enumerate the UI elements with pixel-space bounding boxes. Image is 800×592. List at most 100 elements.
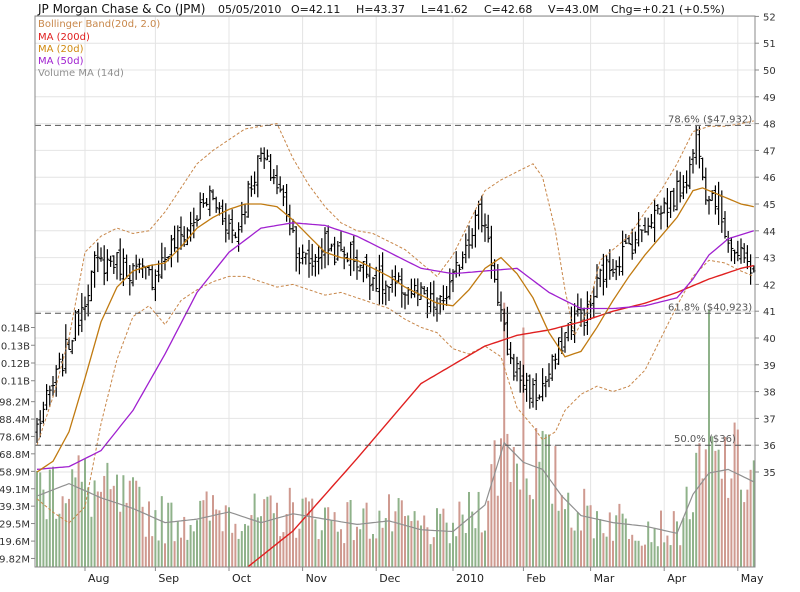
price-bar [115, 252, 119, 280]
price-bar [521, 364, 526, 393]
fib-level-label: 78.6% ($47.932) [668, 114, 752, 125]
volume-bar [356, 526, 358, 567]
volume-bar [324, 507, 326, 567]
price-bar [83, 296, 87, 321]
volume-bar [426, 527, 429, 567]
price-bar [47, 385, 52, 407]
price-bar [399, 268, 404, 308]
price-bar [262, 147, 267, 169]
price-bar [691, 149, 695, 174]
price-bar [246, 180, 251, 218]
price-tick-label: 52 [763, 12, 776, 23]
volume-bar [202, 500, 205, 567]
price-tick-label: 47 [763, 146, 776, 157]
price-bar [185, 227, 190, 246]
price-bar [483, 213, 487, 242]
volume-bar [288, 487, 291, 567]
volume-bar [586, 505, 589, 567]
price-bar [143, 265, 148, 280]
volume-bar [100, 491, 102, 567]
price-bar [463, 233, 468, 264]
volume-bar [496, 495, 499, 567]
price-bar [662, 197, 667, 214]
volume-bar [375, 538, 378, 567]
date-readout: 05/05/2010 [218, 3, 281, 16]
price-bar [127, 265, 132, 296]
price-bar [502, 308, 507, 332]
volume-bar [368, 538, 371, 567]
price-bar [201, 193, 206, 208]
price-bar [598, 268, 603, 288]
price-bar [550, 354, 555, 381]
price-bar [377, 254, 382, 305]
volume-tick-label: 0.13B [1, 341, 30, 352]
price-tick-label: 41 [763, 307, 776, 318]
volume-bar [560, 495, 563, 567]
volume-bar [516, 463, 518, 567]
volume-bar [407, 515, 410, 567]
price-bar [543, 376, 548, 398]
price-bar [358, 264, 363, 272]
price-bar [412, 278, 417, 298]
volume-ma-line [36, 441, 755, 534]
open-readout: O=42.11 [291, 3, 340, 16]
volume-bar [327, 507, 330, 567]
price-bar [345, 252, 350, 263]
volume-bar [218, 510, 221, 567]
volume-bar [490, 464, 493, 567]
price-bar [118, 238, 123, 281]
price-bar [111, 255, 116, 274]
volume-bar [493, 440, 496, 567]
volume-bar [55, 518, 58, 567]
volume-tick-label: 0.14B [1, 324, 30, 335]
price-bar [175, 225, 180, 263]
x-tick-label: May [741, 572, 764, 585]
price-bar [361, 260, 366, 283]
volume-tick-label: 9.82M [0, 554, 30, 565]
volume-bar [128, 480, 131, 567]
price-bar [291, 218, 295, 233]
volume-bar [724, 436, 726, 567]
volume-bar [624, 518, 627, 567]
volume-bar [269, 495, 272, 567]
price-bar [723, 211, 727, 239]
volume-bar [733, 422, 736, 567]
price-bar [51, 376, 55, 397]
volume-bar [576, 512, 579, 567]
volume-bar [384, 518, 387, 567]
price-bar [303, 252, 308, 265]
high-readout: H=43.37 [356, 3, 405, 16]
price-bar [499, 291, 503, 322]
price-bar [601, 253, 606, 296]
price-bar [236, 222, 241, 252]
volume-bar [570, 527, 573, 567]
price-bar [383, 280, 388, 306]
price-bar [390, 269, 395, 293]
volume-bar [615, 515, 618, 567]
volume-bar [317, 539, 320, 567]
volume-bar [256, 517, 259, 567]
volume-bar [548, 434, 550, 567]
volume-bar [298, 528, 301, 567]
volume-bar [109, 489, 112, 567]
legend-ma-50: MA (50d) [38, 56, 84, 67]
volume-bar [410, 521, 413, 567]
volume-tick-label: 39.3M [0, 502, 30, 513]
price-bar [547, 363, 551, 388]
volume-bar [528, 494, 531, 567]
volume-bar [266, 496, 269, 567]
volume-bar [583, 488, 586, 567]
price-bar [134, 254, 139, 280]
price-tick-label: 43 [763, 254, 776, 265]
price-bar [563, 332, 567, 353]
price-bar [294, 226, 299, 272]
volume-bar [167, 502, 170, 567]
volume-bar [416, 520, 419, 567]
price-bar [230, 209, 235, 244]
price-bar [249, 175, 254, 197]
price-bar [252, 171, 257, 195]
volume-bar [420, 525, 422, 567]
volume-bar [250, 515, 253, 567]
volume-bar [573, 530, 576, 567]
